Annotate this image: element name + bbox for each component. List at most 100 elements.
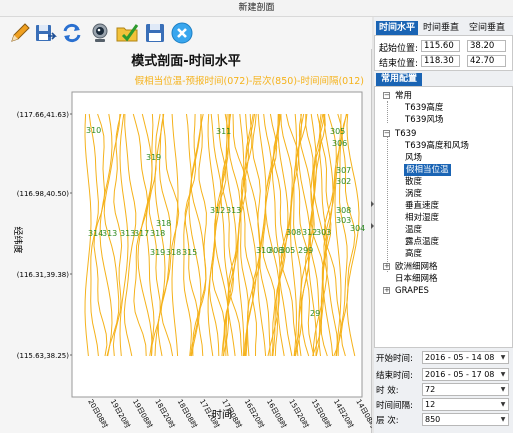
tree-group-ec-fine[interactable]: 欧洲细网格 (395, 262, 438, 272)
tree-item-divergence[interactable]: 散度 (405, 177, 423, 187)
contour-label: 313 (226, 206, 241, 215)
tab-space-vertical[interactable]: 空间垂直 (468, 23, 505, 33)
forecast-hour-select[interactable]: 72 ▼ (422, 383, 509, 396)
tree-group-common[interactable]: 常用 (395, 91, 413, 101)
contour-line (221, 114, 235, 357)
chevron-down-icon[interactable]: ▼ (500, 386, 506, 393)
contour-label: 29 (310, 309, 320, 318)
camera-icon[interactable] (88, 21, 112, 45)
chevron-down-icon[interactable]: ▼ (500, 371, 506, 378)
contour-line (340, 113, 356, 357)
end-time-picker[interactable]: 2016 - 05 - 17 08 ▼ (422, 368, 509, 381)
start-lon-input[interactable]: 115.60 (421, 40, 460, 52)
contour-label: 311 (216, 127, 231, 136)
x-tick-label: 16日20时 (243, 398, 267, 430)
x-tick-label: 19日20时 (109, 398, 133, 430)
start-time-picker[interactable]: 2016 - 05 - 14 08 ▼ (422, 351, 509, 364)
contour-line (123, 113, 137, 357)
contour-label: 319 (146, 153, 161, 162)
contour-label: 312 (210, 206, 225, 215)
contour-lines (84, 113, 360, 357)
end-position-label: 结束位置: (379, 59, 419, 69)
start-lat-input[interactable]: 38.20 (467, 40, 506, 52)
y-tick-label: (116.31,39.38) (17, 271, 69, 279)
contour-line (190, 113, 207, 357)
tab-time-horizontal[interactable]: 时间水平 (376, 21, 418, 35)
contour-line (198, 113, 207, 357)
end-lon-input[interactable]: 118.30 (421, 55, 460, 67)
x-tick-label: 18日08时 (176, 398, 200, 430)
contour-label: 319 (150, 248, 165, 257)
contour-line (171, 113, 179, 357)
chevron-down-icon[interactable]: ▼ (500, 401, 506, 408)
y-tick-label: (116.98,40.50) (17, 190, 69, 198)
contour-line (243, 113, 257, 357)
chevron-down-icon[interactable]: ▼ (500, 354, 506, 361)
start-position-row: 起始位置: 115.60 38.20 (377, 40, 512, 54)
time-interval-row: 时间间隔: 12 ▼ (376, 398, 511, 412)
tree-item-height-wind[interactable]: T639高度和风场 (405, 141, 469, 151)
right-panel: 时间水平 时间垂直 空间垂直 起始位置: 115.60 38.20 结束位置: … (374, 17, 513, 433)
tab-time-vertical[interactable]: 时间垂直 (422, 23, 459, 33)
contour-label: 310 (256, 246, 271, 255)
contour-line (157, 113, 172, 357)
save-as-icon[interactable] (33, 21, 57, 45)
contour-label: 310 (86, 126, 101, 135)
contour-line (290, 113, 297, 357)
tree-item-theta-e[interactable]: 假相当位温 (404, 164, 451, 176)
end-lat-input[interactable]: 42.70 (467, 55, 506, 67)
x-tick-label: 20日08时 (86, 398, 110, 430)
tree-item-t639-height[interactable]: T639高度 (405, 103, 444, 113)
end-time-label: 结束时间: (376, 371, 413, 381)
tree-item-wind[interactable]: 风场 (405, 153, 423, 163)
tree-group-japan-fine[interactable]: 日本细网格 (395, 274, 438, 284)
tab-common-config[interactable]: 常用配置 (376, 73, 422, 86)
refresh-icon[interactable] (60, 21, 84, 45)
panel-splitter[interactable] (370, 195, 375, 235)
expand-group-ec-icon[interactable]: + (383, 262, 390, 270)
x-tick-label: 16日08时 (265, 398, 289, 430)
level-label: 层 次: (376, 416, 399, 426)
contour-label: 317 (134, 229, 149, 238)
contour-label: 308 (336, 206, 351, 215)
tree-item-vertical-velocity[interactable]: 垂直速度 (405, 201, 440, 211)
toolbar (0, 17, 372, 49)
forecast-hour-value: 72 (425, 385, 436, 394)
contour-line (298, 113, 312, 357)
tree-item-vorticity[interactable]: 涡度 (405, 189, 423, 199)
expand-group-grapes-icon[interactable]: + (383, 286, 390, 294)
tree-group-t639[interactable]: T639 (395, 129, 417, 139)
tree-item-dewpoint[interactable]: 露点温度 (405, 237, 440, 247)
coordinate-box: 起始位置: 115.60 38.20 结束位置: 118.30 42.70 (374, 35, 513, 71)
end-time-row: 结束时间: 2016 - 05 - 17 08 ▼ (376, 368, 511, 382)
contour-label: 306 (332, 139, 347, 148)
time-interval-value: 12 (425, 400, 436, 409)
tree-item-temperature[interactable]: 温度 (405, 225, 423, 235)
contour-line (183, 113, 193, 357)
pencil-icon[interactable] (8, 21, 32, 45)
variable-tree: − 常用 T639高度 T639风场 − T639 T639高度和风场 风场 假… (374, 86, 513, 348)
expand-group-common-icon[interactable]: − (383, 91, 390, 99)
save-icon[interactable] (143, 21, 167, 45)
expand-group-t639-icon[interactable]: − (383, 129, 390, 137)
forecast-hour-label: 时 效: (376, 386, 399, 396)
level-select[interactable]: 850 ▼ (422, 413, 509, 426)
contour-line (337, 113, 348, 357)
tree-item-geopotential[interactable]: 高度 (405, 249, 423, 259)
close-circle-icon[interactable] (170, 21, 194, 45)
tree-item-relative-humidity[interactable]: 相对湿度 (405, 213, 440, 223)
folder-check-icon[interactable] (115, 21, 139, 45)
y-axis-label: 经纬度 (12, 226, 24, 253)
contour-line (103, 113, 121, 357)
contour-label: 308 (268, 246, 283, 255)
contour-line (237, 113, 245, 357)
time-interval-select[interactable]: 12 ▼ (422, 398, 509, 411)
tree-group-grapes[interactable]: GRAPES (395, 286, 429, 296)
contour-line (312, 113, 328, 357)
chevron-down-icon[interactable]: ▼ (500, 416, 506, 423)
contour-label: 315 (182, 248, 197, 257)
contour-line (99, 113, 113, 357)
tree-item-t639-wind[interactable]: T639风场 (405, 115, 444, 125)
y-tick-label: (117.66,41.63) (17, 111, 69, 119)
contour-label: 318 (166, 248, 181, 257)
